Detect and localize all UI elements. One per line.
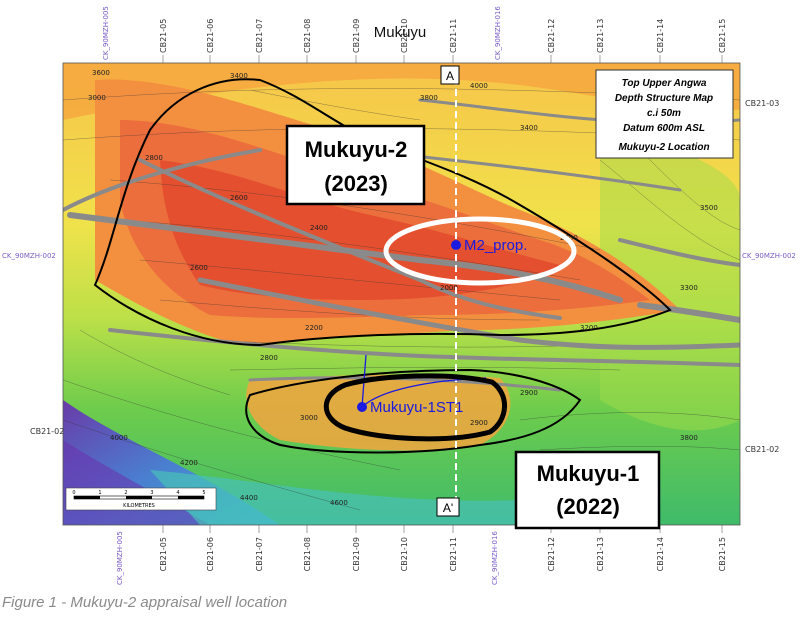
contour-label: 4600 — [330, 499, 348, 507]
bottom-tick-label: CB21-07 — [255, 537, 264, 571]
top-tick-label: CB21-08 — [303, 19, 312, 53]
mukuyu-1-callout: Mukuyu-1 (2022) — [514, 450, 661, 530]
mukuyu-2-name: Mukuyu-2 — [305, 137, 408, 162]
grid-label-right: CK_90MZH-002 — [742, 252, 796, 260]
top-tick-label: CB21-13 — [596, 19, 605, 53]
grid-label-bottom-mid: CK_90MZH-016 — [491, 531, 499, 585]
contour-label: 3200 — [580, 324, 598, 332]
legend-line: Mukuyu-2 Location — [618, 142, 709, 153]
contour-label: 3800 — [420, 94, 438, 102]
legend-line: Datum 600m ASL — [623, 123, 705, 134]
mukuyu-2-callout: Mukuyu-2 (2023) — [285, 124, 426, 206]
bottom-tick-label: CB21-12 — [547, 537, 556, 571]
contour-label: 3800 — [680, 434, 698, 442]
bottom-tick-label: CB21-15 — [718, 537, 727, 571]
section-start-marker: A — [440, 65, 460, 85]
top-tick-label: CB21-05 — [159, 19, 168, 53]
top-tick-label: CB21-06 — [206, 19, 215, 53]
m2-prop-well-marker — [451, 240, 461, 250]
mukuyu-2-year: (2023) — [324, 171, 388, 196]
contour-label: 2600 — [230, 194, 248, 202]
contour-label: 2200 — [305, 324, 323, 332]
top-tick-label: CB21-15 — [718, 19, 727, 53]
bottom-tick-label: CB21-06 — [206, 537, 215, 571]
contour-label: 2400 — [310, 224, 328, 232]
left-line-label: CB21-02 — [30, 427, 64, 436]
m2-prop-well-label: M2_prop. — [464, 237, 527, 254]
map-title: Mukuyu — [374, 24, 427, 41]
top-tick-label: CB21-14 — [656, 19, 665, 53]
grid-label-bottom-left: CK_90MZH-005 — [116, 531, 124, 585]
top-tick-label: CB21-12 — [547, 19, 556, 53]
contour-label: 3500 — [700, 204, 718, 212]
contour-label: 3000 — [88, 94, 106, 102]
contour-label: 4400 — [240, 494, 258, 502]
bottom-tick-label: CB21-08 — [303, 537, 312, 571]
map-legend: Top Upper Angwa Depth Structure Map c.i 50… — [595, 69, 734, 159]
contour-label: 4000 — [110, 434, 128, 442]
grid-label-left: CK_90MZH-002 — [2, 252, 56, 260]
contour-label: 4200 — [180, 459, 198, 467]
contour-label: 2800 — [260, 354, 278, 362]
section-start-label: A — [446, 69, 454, 83]
contour-label: 4000 — [470, 82, 488, 90]
legend-line: Depth Structure Map — [615, 93, 713, 104]
right-line-label: CB21-02 — [745, 445, 779, 454]
grid-label-top-mid: CK_90MZH-016 — [494, 6, 502, 60]
mukuyu-1st1-well-label: Mukuyu-1ST1 — [370, 399, 463, 416]
scale-tick-label: 4 — [176, 490, 179, 496]
section-end-label: A' — [443, 501, 453, 515]
bottom-tick-label: CB21-11 — [449, 537, 458, 571]
legend-line: c.i 50m — [647, 108, 681, 119]
right-line-label: CB21-03 — [745, 99, 779, 108]
contour-label: 2000 — [440, 284, 458, 292]
grid-label-top-left: CK_90MZH-005 — [102, 6, 110, 60]
top-tick-label: CB21-11 — [449, 19, 458, 53]
scale-tick-label: 5 — [202, 490, 205, 496]
legend-line: Top Upper Angwa — [622, 78, 707, 89]
top-tick-label: CB21-09 — [352, 19, 361, 53]
scale-tick-label: 3 — [150, 490, 153, 496]
contour-label: 3400 — [230, 72, 248, 80]
scale-unit: KILOMETRES — [123, 503, 155, 509]
mukuyu-1-name: Mukuyu-1 — [537, 461, 640, 486]
bottom-tick-label: CB21-10 — [400, 537, 409, 571]
bottom-tick-label: CB21-09 — [352, 537, 361, 571]
scale-tick-label: 2 — [124, 490, 127, 496]
contour-label: 3000 — [300, 414, 318, 422]
m2-prop-target-ellipse — [383, 216, 577, 286]
contour-label: 2900 — [470, 419, 488, 427]
section-end-marker: A' — [436, 497, 460, 517]
top-tick-label: CB21-10 — [400, 19, 409, 53]
contour-label: 3400 — [520, 124, 538, 132]
top-tick-label: CB21-07 — [255, 19, 264, 53]
mukuyu-1st1-well-marker — [357, 402, 367, 412]
scale-tick-label: 0 — [72, 490, 75, 496]
scale-bar: 0 1 2 3 4 5 KILOMETRES — [65, 487, 217, 511]
figure-caption: Figure 1 - Mukuyu-2 appraisal well locat… — [2, 594, 288, 611]
bottom-tick-label: CB21-13 — [596, 537, 605, 571]
contour-label: 2900 — [520, 389, 538, 397]
bottom-tick-label: CB21-05 — [159, 537, 168, 571]
mukuyu-1-year: (2022) — [556, 494, 620, 519]
contour-label: 2600 — [190, 264, 208, 272]
contour-label: 3300 — [680, 284, 698, 292]
contour-label: 2800 — [145, 154, 163, 162]
scale-tick-label: 1 — [98, 490, 101, 496]
mukuyu-1-closure-outline — [323, 373, 507, 442]
bottom-tick-label: CB21-14 — [656, 537, 665, 571]
contour-label: 3600 — [92, 69, 110, 77]
